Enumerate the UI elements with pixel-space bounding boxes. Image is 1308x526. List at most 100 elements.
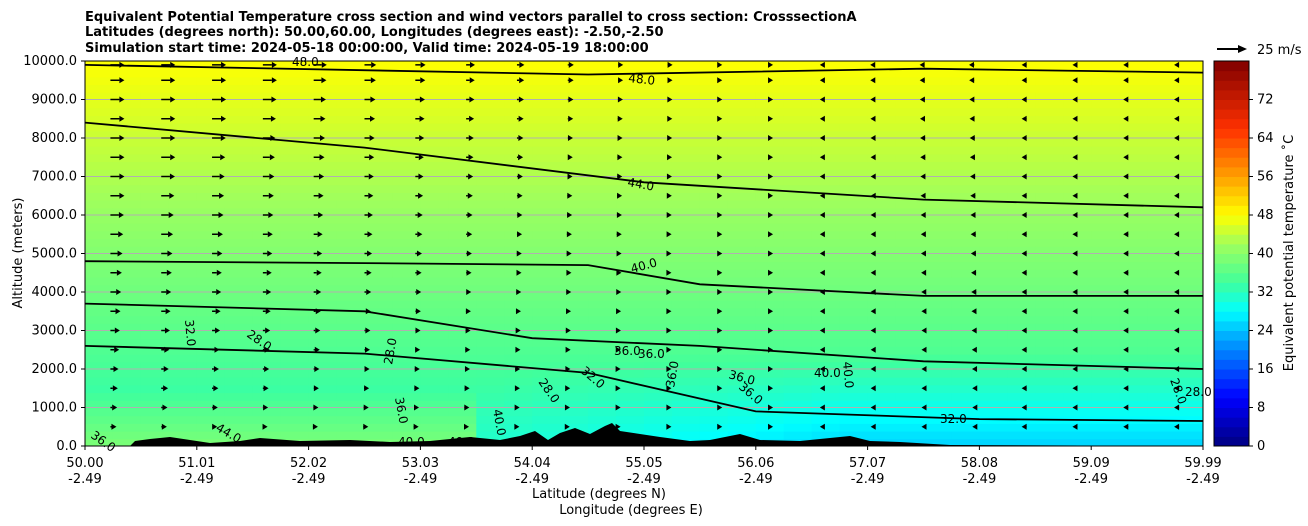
wind-vector: [870, 366, 876, 372]
field-cell: [783, 161, 813, 170]
wind-vector: [110, 173, 125, 180]
field-cell: [979, 315, 1009, 324]
field-cell: [783, 268, 813, 278]
field-cell: [448, 199, 478, 209]
field-cell: [504, 245, 534, 255]
field-cell: [252, 399, 282, 409]
field-cell: [1063, 253, 1093, 263]
field-cell: [112, 292, 142, 301]
field-cell: [140, 430, 170, 440]
field-cell: [1175, 430, 1203, 440]
y-axis-label: Altitude (meters): [11, 198, 26, 309]
field-cell: [895, 122, 925, 132]
wind-vector: [567, 173, 573, 180]
wind-vector: [1072, 289, 1078, 295]
field-cell: [168, 114, 198, 124]
field-cell: [140, 199, 170, 209]
field-cell: [308, 399, 338, 409]
wind-vector: [921, 327, 927, 334]
field-cell: [196, 138, 226, 147]
field-cell: [1007, 68, 1037, 78]
field-cell: [951, 422, 981, 432]
contour-48-line: [85, 64, 1203, 76]
field-cell: [839, 330, 869, 340]
field-cell: [1063, 338, 1093, 347]
field-cell: [364, 268, 394, 278]
field-cell: [308, 91, 338, 101]
field-cell: [644, 338, 673, 347]
field-cell: [1035, 299, 1065, 309]
field-cell: [196, 91, 226, 101]
field-cell: [699, 130, 729, 139]
field-cell: [252, 122, 282, 132]
field-cell: [1063, 68, 1093, 78]
field-cell: [140, 253, 170, 263]
wind-vector: [415, 269, 422, 276]
field-cell: [839, 415, 869, 424]
field-cell: [168, 99, 198, 109]
field-cell: [168, 307, 198, 317]
field-cell: [923, 276, 953, 286]
wind-vector: [516, 135, 524, 141]
field-cell: [616, 153, 645, 163]
field-cell: [923, 161, 953, 170]
field-cell: [112, 369, 142, 378]
field-cell: [140, 284, 170, 293]
wind-vector: [1174, 404, 1180, 411]
wind-vector: [768, 308, 774, 315]
field-cell: [1035, 215, 1065, 224]
wind-vector: [110, 366, 119, 372]
wind-vector: [870, 250, 876, 257]
field-cell: [839, 215, 869, 224]
field-cell: [979, 107, 1009, 116]
wind-vector: [110, 192, 125, 199]
field-cell: [755, 315, 785, 324]
field-cell: [1035, 384, 1065, 394]
field-cell: [811, 153, 841, 163]
wind-vector: [1174, 250, 1180, 257]
field-cell: [112, 222, 142, 232]
field-cell: [699, 268, 729, 278]
field-cell: [168, 361, 198, 370]
wind-vector: [516, 77, 525, 84]
wind-vector: [465, 308, 471, 315]
field-cell: [336, 292, 366, 301]
field-cell: [588, 376, 618, 386]
field-cell: [504, 84, 534, 93]
field-cell: [895, 253, 925, 263]
field-cell: [644, 153, 673, 163]
field-cell: [1063, 284, 1093, 293]
field-cell: [476, 84, 506, 93]
field-cell: [168, 345, 198, 355]
field-cell: [1175, 369, 1203, 378]
wind-vector: [566, 289, 572, 295]
field-cell: [476, 276, 506, 286]
field-cell: [839, 68, 869, 78]
field-cell: [951, 76, 981, 86]
wind-vector: [666, 385, 672, 392]
wind-vector: [1072, 269, 1078, 276]
field-cell: [224, 353, 254, 363]
wind-vector: [768, 346, 774, 353]
field-cell: [448, 122, 478, 132]
field-cell: [308, 430, 338, 440]
field-cell: [588, 130, 618, 139]
field-cell: [1147, 330, 1177, 340]
wind-vector: [1123, 269, 1129, 276]
field-cell: [420, 322, 450, 332]
field-cell: [308, 284, 338, 293]
field-cell: [532, 230, 562, 240]
field-cell: [476, 361, 506, 370]
wind-vector: [567, 154, 573, 161]
field-cell: [112, 399, 142, 409]
field-cell: [811, 215, 841, 224]
field-cell: [1035, 422, 1065, 432]
field-cell: [196, 261, 226, 270]
wind-vector: [1072, 327, 1078, 334]
field-cell: [895, 130, 925, 139]
colorbar-segment: [1214, 61, 1249, 72]
field-cell: [420, 376, 450, 386]
field-cell: [448, 215, 478, 224]
field-cell: [476, 253, 506, 263]
field-cell: [1091, 345, 1121, 355]
